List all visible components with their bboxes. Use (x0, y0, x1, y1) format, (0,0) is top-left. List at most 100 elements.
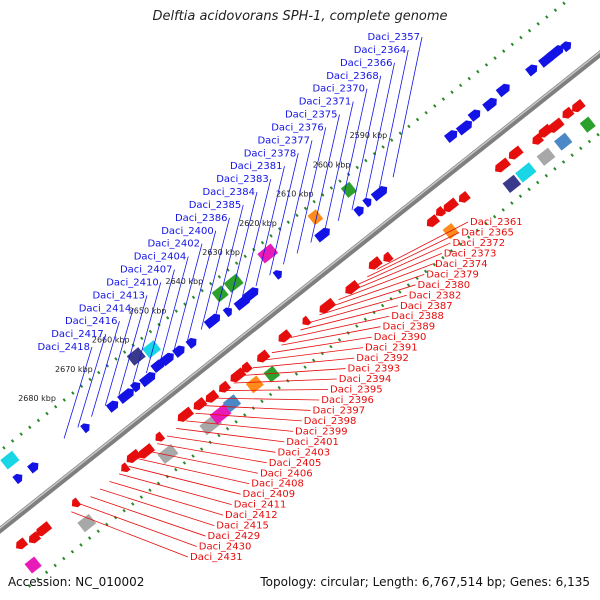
reverse-gene-arrow (155, 431, 166, 442)
gene-label: Daci_2407 (120, 265, 173, 276)
gene-label: Daci_2412 (225, 510, 278, 521)
forward-gene-arrow (222, 307, 232, 318)
reverse-gene-arrow (548, 117, 565, 133)
reverse-cog-box (515, 162, 537, 183)
reverse-gene-arrow (426, 214, 441, 228)
gene-label: Daci_2371 (299, 97, 352, 108)
gene-label: Daci_2390 (374, 332, 427, 343)
label-leader-line (214, 397, 320, 401)
label-leader-line (157, 443, 267, 464)
gene-label: Daci_2392 (356, 353, 409, 364)
reverse-gene-arrow (572, 99, 586, 113)
gene-label: Daci_2396 (321, 395, 374, 406)
gene-label: Daci_2379 (426, 269, 479, 280)
reverse-cog-box (536, 147, 556, 166)
reverse-gene-arrow (443, 197, 459, 213)
label-leader-line (309, 294, 407, 323)
label-leader-line (241, 178, 272, 298)
label-leader-line (118, 473, 232, 506)
forward-gene-arrow (353, 206, 364, 217)
gene-label: Daci_2389 (383, 322, 436, 333)
label-leader-line (290, 315, 390, 338)
label-leader-line (173, 243, 203, 352)
label-leader-line (159, 256, 189, 363)
label-leader-line (91, 321, 120, 417)
label-leader-line (296, 127, 327, 254)
gene-label: Daci_2408 (251, 479, 304, 490)
forward-gene-arrow (525, 64, 538, 77)
reverse-cog-box (209, 403, 232, 425)
label-leader-line (376, 221, 469, 270)
gene-label: Daci_2378 (244, 148, 297, 159)
genome-backbone (0, 50, 600, 534)
forward-cog-box (0, 450, 20, 470)
scale-tick-label: 2650 kbp (129, 306, 167, 315)
gene-label: Daci_2382 (409, 290, 462, 301)
gene-label: Daci_2373 (444, 248, 497, 259)
gene-label: Daci_2416 (65, 316, 118, 327)
label-leader-line (200, 217, 230, 330)
forward-gene-arrow (272, 270, 282, 280)
forward-gene-arrow (105, 400, 119, 413)
reverse-gene-arrow (368, 256, 383, 270)
reverse-gene-arrow (345, 279, 361, 295)
forward-gene-arrow (482, 97, 497, 112)
scale-tick-label: 2660 kbp (92, 336, 130, 345)
reverse-gene-arrow (28, 531, 42, 544)
reverse-gene-arrow (495, 157, 511, 173)
gene-label: Daci_2365 (461, 227, 514, 238)
label-leader-line (269, 153, 299, 276)
gene-label: Daci_2380 (418, 280, 471, 291)
gene-label: Daci_2403 (278, 447, 331, 458)
label-leader-line (145, 269, 175, 374)
label-leader-line (300, 305, 399, 331)
reverse-cog-box (245, 375, 264, 394)
label-leader-line (71, 511, 189, 558)
gene-label: Daci_2387 (400, 301, 453, 312)
label-leader-line (243, 368, 346, 376)
label-leader-line (351, 75, 382, 210)
reverse-cog-box (24, 556, 42, 574)
scale-tick-label: 2610 kbp (276, 190, 314, 199)
reverse-gene-arrow (121, 462, 131, 473)
reverse-gene-arrow (302, 315, 312, 326)
label-leader-line (228, 191, 258, 308)
reverse-gene-arrow (458, 190, 471, 203)
scale-tick-label: 2640 kbp (165, 277, 203, 286)
gene-label: Daci_2415 (216, 521, 269, 532)
reverse-gene-arrow (241, 361, 253, 373)
label-leader-line (204, 405, 311, 411)
gene-label: Daci_2381 (230, 161, 283, 172)
accession-text: Accession: NC_010002 (8, 575, 145, 589)
reverse-gene-arrow (71, 497, 82, 508)
reverse-gene-arrow (205, 389, 220, 403)
gene-label: Daci_2391 (365, 343, 418, 354)
label-leader-line (147, 450, 259, 474)
label-leader-line (365, 62, 395, 200)
label-leader-line (281, 326, 381, 346)
label-leader-line (138, 458, 250, 485)
gene-label: Daci_2401 (286, 437, 339, 448)
forward-gene-arrow (443, 130, 458, 143)
label-leader-line (214, 204, 244, 319)
forward-gene-arrow (12, 473, 23, 485)
gene-label: Daci_2366 (340, 58, 393, 69)
reverse-gene-arrow (319, 297, 337, 314)
reverse-gene-arrow (193, 397, 208, 411)
forward-cog-box (211, 285, 229, 303)
scale-tick-label: 2620 kbp (239, 219, 277, 228)
label-leader-line (324, 101, 354, 232)
reverse-gene-arrow (562, 106, 575, 119)
label-leader-line (319, 284, 416, 316)
gene-label: Daci_2404 (134, 252, 187, 263)
gene-label: Daci_2375 (285, 110, 338, 121)
label-leader-line (367, 232, 460, 278)
gene-label: Daci_2431 (190, 552, 243, 563)
label-leader-line (128, 465, 241, 495)
label-leader-line (109, 481, 224, 516)
forward-cog-box (340, 181, 357, 198)
gene-label: Daci_2383 (216, 174, 269, 185)
label-leader-line (357, 242, 451, 285)
gene-label: Daci_2394 (339, 374, 392, 385)
forward-gene-arrow (467, 109, 481, 122)
